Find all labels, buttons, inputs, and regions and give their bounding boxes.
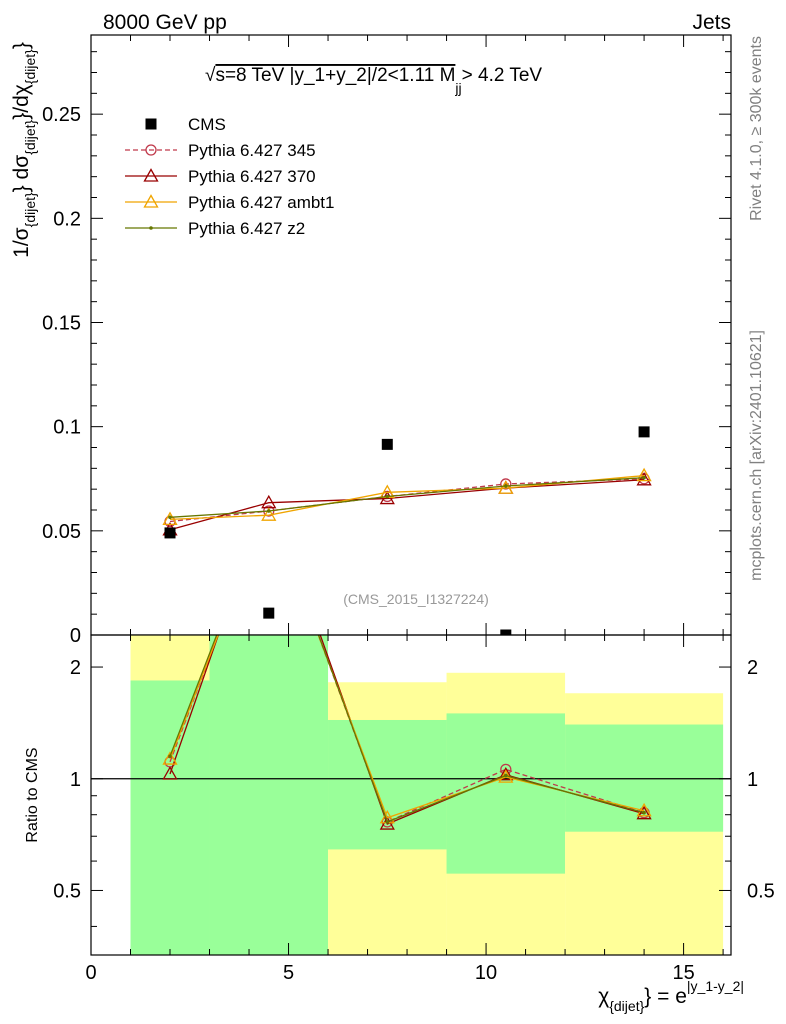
main-series-point-2-4 xyxy=(636,471,652,486)
ratio-series-point-3-0 xyxy=(168,754,172,759)
main-series-point-4-0 xyxy=(168,515,172,520)
main-series-point-3-0 xyxy=(162,511,178,526)
x-tick-label-1: 5 xyxy=(283,962,294,984)
ratio-band-green-3 xyxy=(446,713,566,874)
legend-entry-0: CMS xyxy=(145,115,226,134)
legend-label-0: CMS xyxy=(188,115,226,134)
ratio-series-point-2-0 xyxy=(162,751,178,765)
main-y-axis-label: 1/σ{dijet}} dσ{dijet}}/dχ{dijet}} xyxy=(10,42,38,258)
rivet-version-label: Rivet 4.1.0, ≥ 300k events xyxy=(748,36,765,221)
ratio-series-point-1-1 xyxy=(262,483,275,495)
main-series-line-2 xyxy=(169,479,645,531)
main-frame xyxy=(90,34,732,636)
main-series-point-3-1 xyxy=(261,507,277,521)
main-series-point-4-1 xyxy=(266,509,271,513)
main-y-tick-label-0: 0 xyxy=(70,625,81,647)
legend: CMS Pythia 6.427 345 Pythia 6.427 370 Pythi… xyxy=(125,115,334,238)
ratio-y-tick-label-left-1: 1 xyxy=(70,769,81,791)
ratio-y-axis-label: Ratio to CMS xyxy=(24,747,41,842)
ratio-series-point-1-0 xyxy=(162,766,178,780)
legend-marker-4 xyxy=(149,226,153,230)
main-series-point-1-3 xyxy=(500,478,512,490)
legend-entry-2: Pythia 6.427 370 xyxy=(125,167,316,186)
ratio-series-point-3-4 xyxy=(642,810,646,815)
ratio-series-point-3-2 xyxy=(385,820,390,824)
ratio-series-point-1-3 xyxy=(498,766,514,781)
main-series-point-4-4 xyxy=(642,475,646,480)
legend-entry-1: Pythia 6.427 345 xyxy=(125,141,316,160)
legend-entry-4: Pythia 6.427 z2 xyxy=(125,219,305,238)
x-tick-label-3: 15 xyxy=(672,962,694,984)
ratio-series-point-2-4 xyxy=(636,802,652,817)
ratio-series-point-1-4 xyxy=(636,805,652,820)
header-left: 8000 GeV pp xyxy=(103,11,227,34)
main-series-point-3-4 xyxy=(636,467,652,482)
ratio-band-green-2 xyxy=(328,719,447,850)
x-tick-label-2: 10 xyxy=(475,962,497,984)
main-series-line-1 xyxy=(169,478,645,523)
ratio-bands-layer xyxy=(91,635,731,955)
legend-marker-2 xyxy=(143,168,159,182)
main-axes: 0 0.05 0.1 0.15 0.2 0.25 xyxy=(42,34,732,647)
main-series-point-3-3 xyxy=(498,480,514,494)
ratio-y-tick-label-right-0: 0.5 xyxy=(747,880,775,902)
main-series-point-0-2 xyxy=(381,438,393,450)
main-y-tick-label-1: 0.05 xyxy=(42,521,81,543)
main-series-point-0-4 xyxy=(638,426,650,438)
legend-label-3: Pythia 6.427 ambt1 xyxy=(188,193,334,212)
main-y-tick-label-5: 0.25 xyxy=(42,104,81,126)
ratio-series-point-3-3 xyxy=(504,773,508,778)
ratio-axes: 0 5 10 15 0.5 0.5 1 1 2 2 xyxy=(53,35,775,984)
mcplots-label: mcplots.cern.ch [arXiv:2401.10621] xyxy=(748,330,765,581)
main-series-point-0-1 xyxy=(263,607,275,619)
ratio-y-tick-label-right-1: 1 xyxy=(747,769,758,791)
legend-label-2: Pythia 6.427 370 xyxy=(188,167,316,186)
plot-title: √s=8 TeV |y_1+y_2|/2<1.11 Mjj> 4.2 TeV xyxy=(205,65,542,96)
main-series-point-0-0 xyxy=(164,527,176,539)
main-series-line-3 xyxy=(169,474,645,521)
legend-label-4: Pythia 6.427 z2 xyxy=(188,219,305,238)
main-series-layer xyxy=(162,426,652,635)
main-series-point-4-3 xyxy=(504,484,508,488)
header-right: Jets xyxy=(692,11,731,34)
x-tick-label-0: 0 xyxy=(85,962,96,984)
legend-entry-3: Pythia 6.427 ambt1 xyxy=(125,193,334,212)
main-y-tick-label-3: 0.15 xyxy=(42,313,81,335)
legend-marker-1 xyxy=(145,144,157,156)
x-axis-label: χ{dijet}} = e|y_1-y_2| xyxy=(598,978,744,1014)
ratio-frame xyxy=(90,634,732,956)
legend-label-1: Pythia 6.427 345 xyxy=(188,141,316,160)
ratio-series-layer xyxy=(162,483,652,830)
ratio-band-green-0 xyxy=(130,680,210,955)
legend-marker-0 xyxy=(145,118,157,130)
main-y-tick-label-4: 0.2 xyxy=(53,208,81,230)
ratio-y-tick-label-left-0: 0.5 xyxy=(53,880,81,902)
ratio-y-tick-label-right-2: 2 xyxy=(747,657,758,679)
main-series-point-4-2 xyxy=(385,494,390,499)
main-y-tick-label-2: 0.1 xyxy=(53,417,81,439)
analysis-watermark: (CMS_2015_I1327224) xyxy=(343,591,489,607)
legend-marker-3 xyxy=(143,194,159,208)
ratio-y-tick-label-left-2: 2 xyxy=(70,657,81,679)
ratio-band-green-1 xyxy=(209,635,329,955)
main-series-point-0-3 xyxy=(500,629,512,635)
